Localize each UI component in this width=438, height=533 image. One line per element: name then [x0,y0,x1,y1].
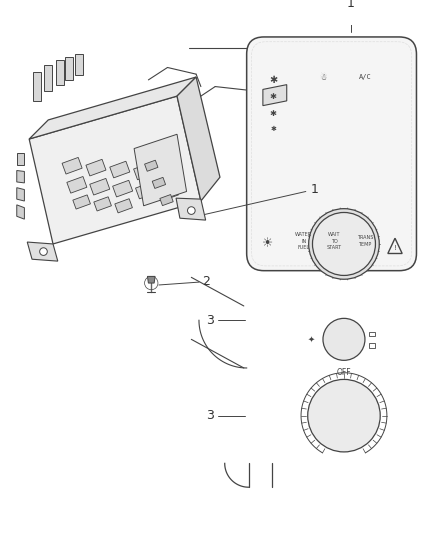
Polygon shape [73,195,90,209]
Text: !: ! [394,245,396,251]
Circle shape [40,248,47,255]
Text: TRANS
TEMP: TRANS TEMP [357,236,373,247]
Polygon shape [134,134,187,206]
Polygon shape [17,154,25,165]
Text: ✱: ✱ [270,109,277,118]
Text: WAIT
TO
START: WAIT TO START [327,232,342,250]
Polygon shape [29,96,201,244]
Circle shape [308,379,380,452]
Text: OFF: OFF [337,368,351,377]
Polygon shape [29,77,196,139]
Polygon shape [177,77,220,201]
Polygon shape [135,182,155,199]
Text: ✱: ✱ [270,92,277,101]
Polygon shape [33,72,41,101]
Polygon shape [94,197,111,211]
Polygon shape [62,157,82,174]
Polygon shape [110,161,130,178]
Polygon shape [115,199,132,213]
Polygon shape [134,163,154,180]
Polygon shape [56,60,64,85]
Circle shape [323,318,365,360]
Text: 2: 2 [202,274,210,288]
Polygon shape [17,205,25,219]
Text: ☀: ☀ [262,238,273,251]
FancyBboxPatch shape [247,37,417,271]
Polygon shape [113,180,133,197]
Text: 1: 1 [347,0,355,10]
Polygon shape [176,198,206,220]
Polygon shape [159,184,178,201]
Bar [369,343,375,348]
Polygon shape [44,64,52,91]
Text: ✦: ✦ [308,335,315,344]
Polygon shape [263,85,287,106]
Circle shape [309,208,379,279]
Polygon shape [17,188,25,201]
Polygon shape [90,179,110,195]
Text: 1: 1 [311,183,318,196]
Text: ✱: ✱ [270,126,276,133]
Circle shape [312,213,375,276]
Polygon shape [27,242,58,261]
Text: ✱: ✱ [269,75,277,85]
Polygon shape [160,195,173,206]
Polygon shape [75,54,83,75]
Polygon shape [17,171,25,183]
Bar [369,332,375,336]
Polygon shape [65,57,73,80]
Text: 3: 3 [206,409,214,422]
Circle shape [187,207,195,214]
Polygon shape [148,277,155,283]
Text: 3: 3 [206,314,214,327]
Polygon shape [158,165,177,182]
Polygon shape [152,177,166,189]
Text: WATER
IN
FUEL: WATER IN FUEL [295,232,312,250]
Polygon shape [67,176,87,193]
Text: A/C: A/C [359,74,371,80]
Polygon shape [86,159,106,176]
Polygon shape [145,160,158,171]
Text: ☃: ☃ [319,72,327,82]
